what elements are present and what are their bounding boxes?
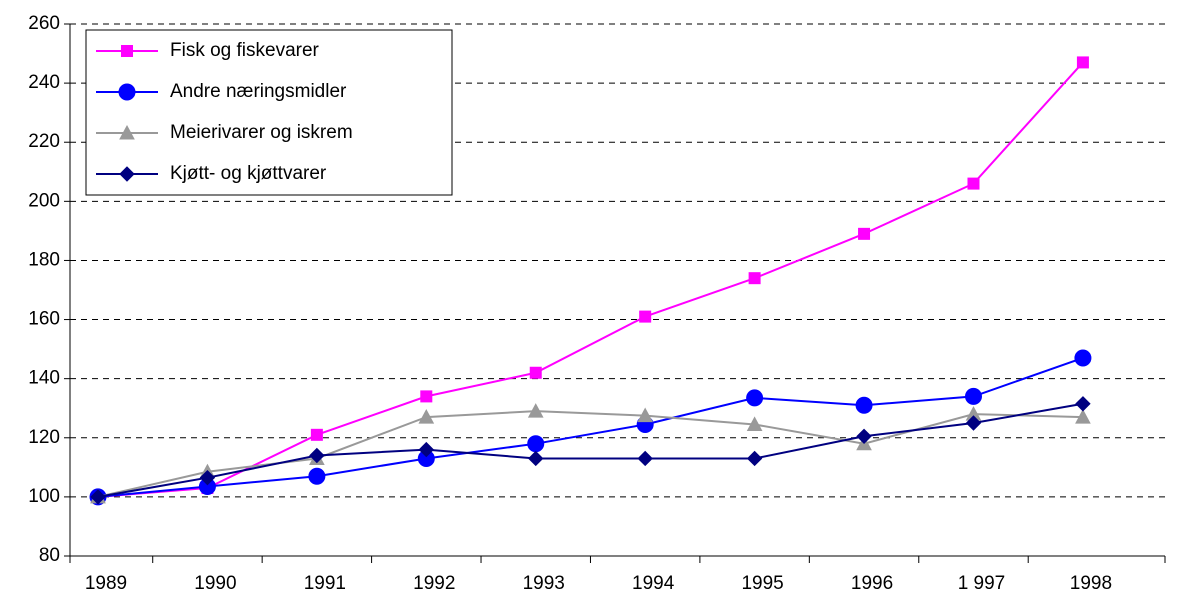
marker — [748, 272, 761, 285]
marker — [119, 166, 135, 182]
x-tick-label: 1998 — [1070, 573, 1112, 594]
marker — [199, 469, 216, 486]
marker — [418, 441, 435, 458]
series-line — [97, 61, 1084, 498]
x-tick-label: 1990 — [194, 573, 236, 594]
marker — [528, 450, 544, 467]
marker — [90, 489, 106, 505]
y-tick-label: 180 — [28, 249, 60, 270]
marker — [967, 177, 980, 190]
x-tick-label: 1995 — [741, 573, 783, 594]
marker — [309, 447, 325, 464]
legend-label: Andre næringsmidler — [170, 81, 347, 102]
marker — [119, 124, 135, 140]
series-line — [97, 410, 1083, 498]
marker — [964, 387, 982, 405]
marker — [1075, 396, 1091, 412]
marker — [310, 428, 323, 441]
marker — [308, 467, 326, 485]
marker — [1076, 56, 1089, 69]
y-tick-label: 240 — [28, 72, 60, 93]
marker — [746, 416, 763, 431]
y-tick-label: 200 — [28, 190, 60, 211]
y-tick-label: 260 — [28, 13, 60, 34]
marker — [746, 450, 763, 467]
marker — [746, 389, 764, 407]
y-tick-label: 220 — [28, 131, 60, 152]
legend-label: Meierivarer og iskrem — [170, 122, 353, 143]
x-tick-label: 1989 — [85, 573, 127, 594]
marker — [420, 390, 433, 403]
marker — [858, 227, 871, 240]
legend-label: Kjøtt- og kjøttvarer — [170, 163, 327, 184]
x-tick-label: 1996 — [851, 573, 893, 594]
x-tick-label: 1991 — [304, 573, 346, 594]
y-tick-label: 120 — [28, 427, 60, 448]
y-tick-label: 80 — [39, 545, 60, 566]
marker — [637, 407, 654, 423]
y-tick-label: 140 — [28, 368, 60, 389]
marker — [527, 403, 544, 418]
marker — [529, 366, 542, 379]
x-tick-label: 1992 — [413, 573, 455, 594]
legend-box — [85, 29, 453, 196]
marker — [965, 415, 982, 431]
marker — [1074, 349, 1092, 367]
series-line — [97, 357, 1084, 498]
marker — [527, 435, 545, 453]
legend-label: Fisk og fiskevarer — [170, 40, 320, 61]
marker — [118, 83, 136, 101]
marker — [1075, 409, 1091, 424]
y-tick-label: 160 — [28, 309, 60, 330]
marker — [856, 428, 872, 445]
x-tick-label: 1993 — [523, 573, 565, 594]
y-tick-label: 100 — [28, 486, 60, 507]
series-line — [97, 402, 1084, 498]
x-tick-label: 1 997 — [958, 573, 1006, 594]
marker — [639, 310, 652, 323]
marker — [855, 396, 873, 414]
marker — [637, 450, 653, 467]
x-tick-label: 1994 — [632, 573, 675, 594]
marker — [418, 409, 435, 424]
marker — [121, 45, 133, 57]
